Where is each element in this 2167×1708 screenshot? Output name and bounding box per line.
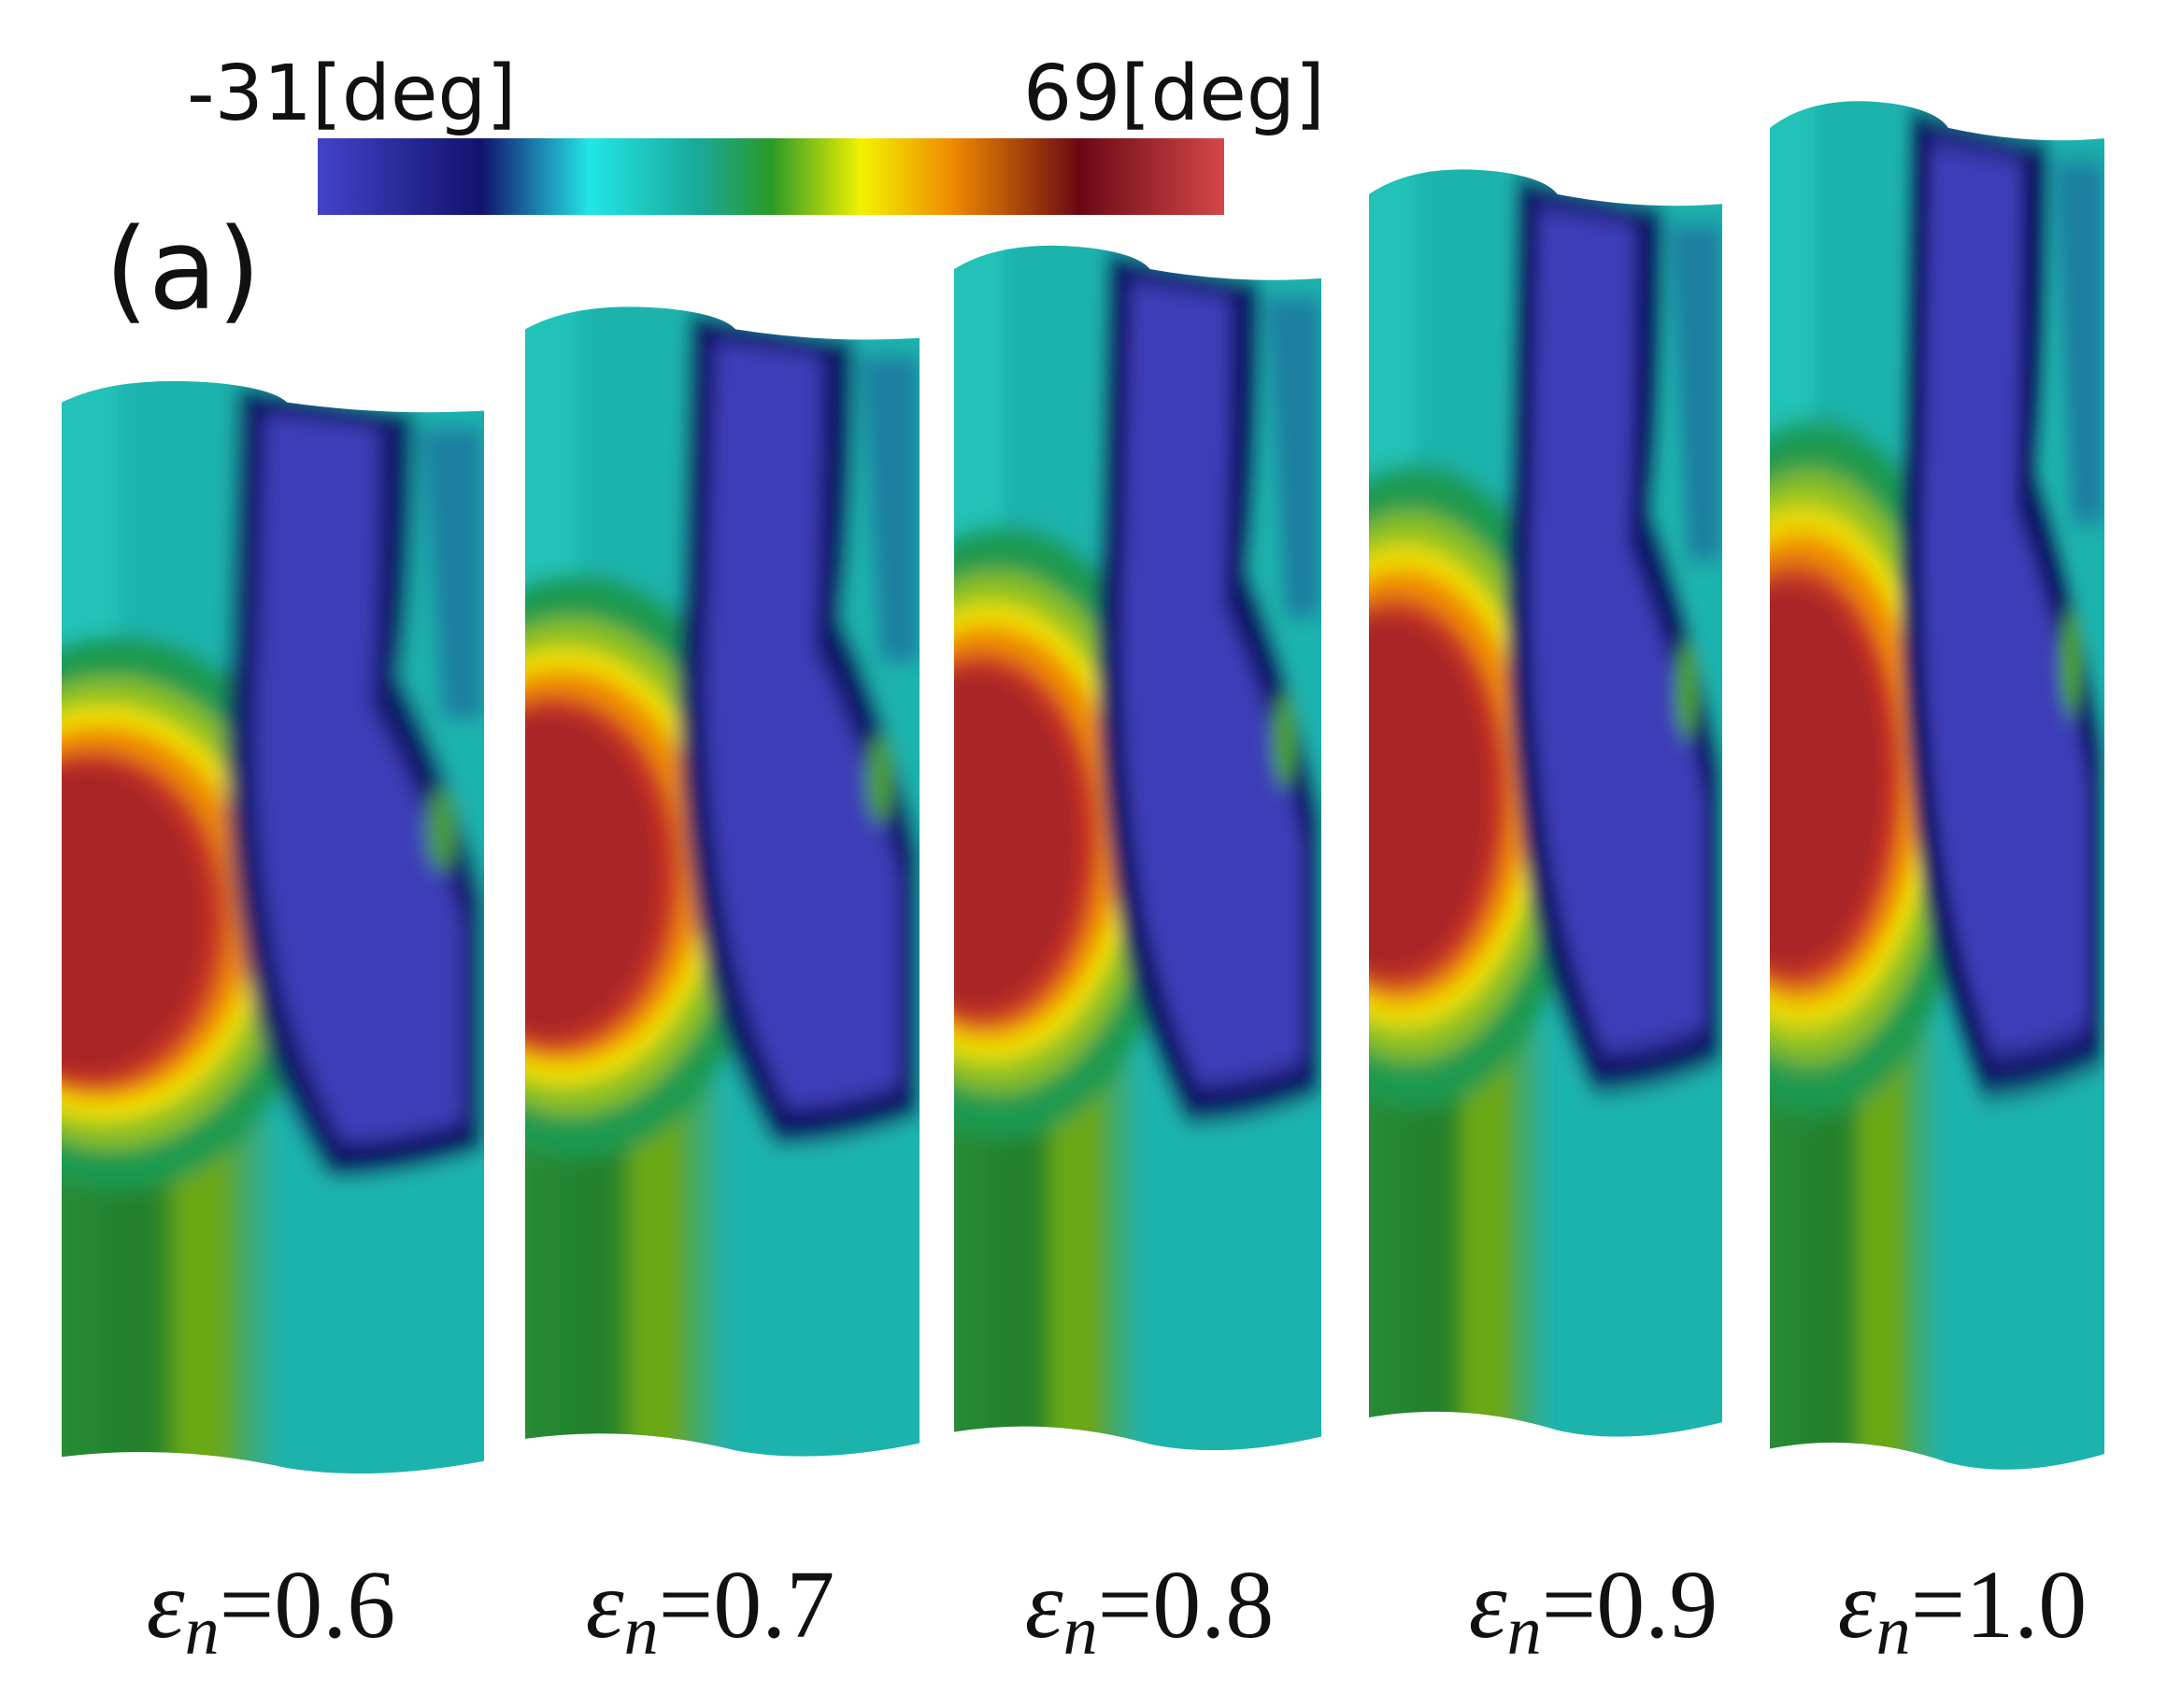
specimen-label: εn=0.7 (586, 1551, 835, 1670)
colorbar-max-label: 69[deg] (1023, 50, 1325, 138)
strain-value: =0.9 (1542, 1551, 1718, 1658)
panel-label: (a) (105, 206, 261, 335)
strain-symbol: ε (586, 1551, 624, 1658)
colorbar-min-label: -31[deg] (187, 50, 516, 138)
specimen-label: εn=1.0 (1838, 1551, 2088, 1670)
strain-subscript: n (185, 1593, 220, 1670)
colorbar (318, 138, 1224, 215)
strain-symbol: ε (147, 1551, 185, 1658)
strain-value: =1.0 (1911, 1551, 2088, 1658)
strain-subscript: n (624, 1593, 659, 1670)
strain-subscript: n (1063, 1593, 1098, 1670)
strain-value: =0.8 (1098, 1551, 1275, 1658)
specimen-map (0, 344, 512, 1509)
specimen-label: εn=0.6 (147, 1551, 396, 1670)
strain-value: =0.6 (220, 1551, 396, 1658)
strain-subscript: n (1876, 1593, 1911, 1670)
specimens: εn=0.6 εn=0.7 εn=0.8 εn=0.9 εn=1.0 (0, 55, 2127, 1670)
strain-symbol: ε (1025, 1551, 1063, 1658)
specimen-label: εn=0.8 (1025, 1551, 1275, 1670)
specimen-label: εn=0.9 (1469, 1551, 1718, 1670)
strain-symbol: ε (1838, 1551, 1876, 1658)
strain-subscript: n (1507, 1593, 1542, 1670)
strain-symbol: ε (1469, 1551, 1507, 1658)
strain-value: =0.7 (659, 1551, 835, 1658)
